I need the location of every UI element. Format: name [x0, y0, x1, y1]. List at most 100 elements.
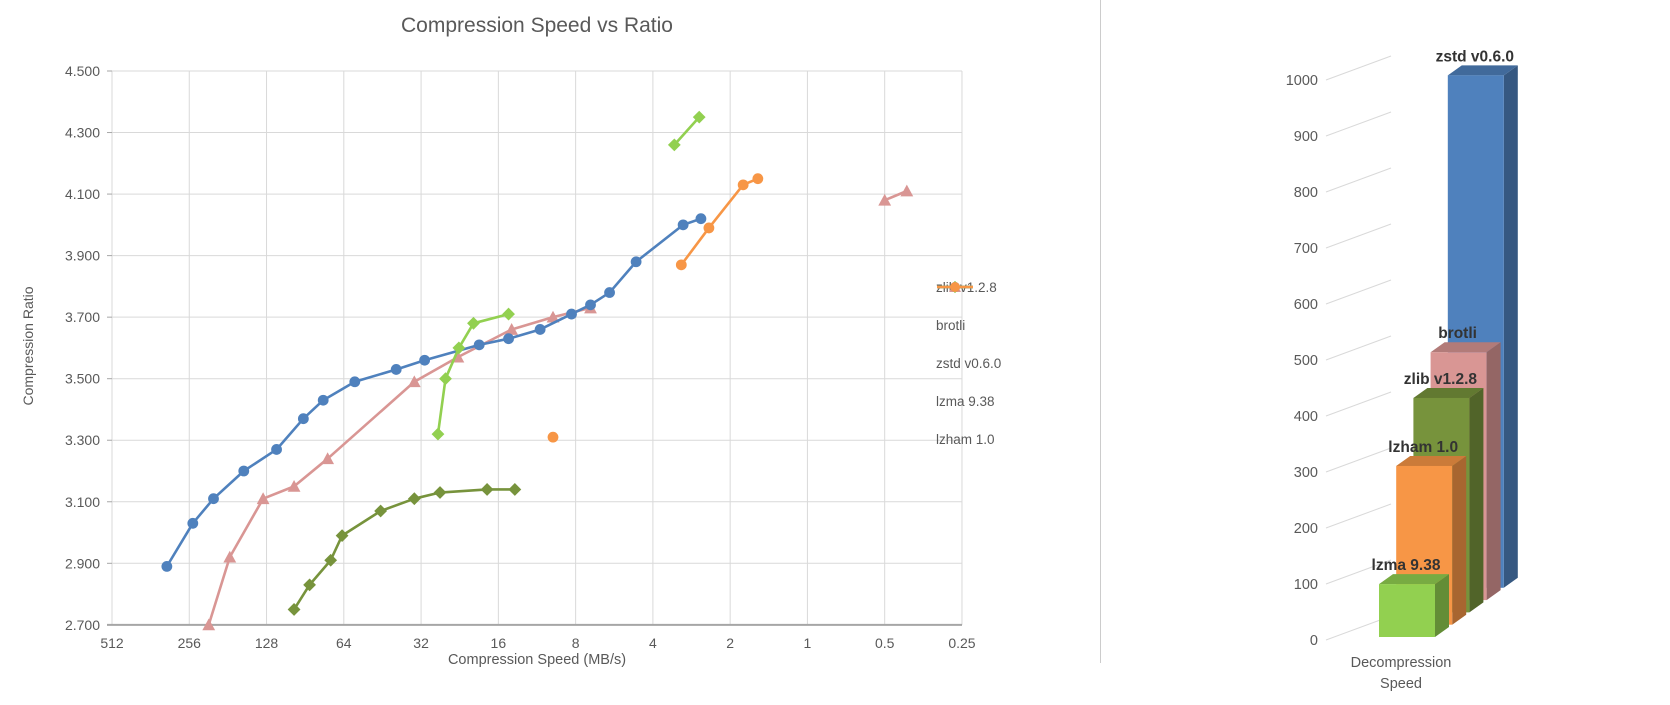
- scatter-point-zstd-v0-6-0-0-14: [585, 299, 596, 311]
- scatter-point-brotli-0-7: [505, 323, 519, 335]
- scatter-point-zstd-v0-6-0-0-0: [161, 560, 173, 572]
- bar-top-lzma-9-38: [1379, 574, 1449, 585]
- scatter-point-zstd-v0-6-0-0-2: [208, 493, 219, 505]
- scatter-point-zstd-v0-6-0-0-16: [630, 256, 642, 268]
- scatter-point-zlib-v1-2-8-0-5: [407, 492, 421, 506]
- scatter-y-tick-2: 4.100: [65, 186, 100, 202]
- scatter-y-tick-5: 3.500: [65, 371, 100, 387]
- scatter-point-lzham-1-0-1-0: [675, 259, 687, 271]
- bar-chart-category-label-line2: Speed: [1380, 676, 1422, 692]
- bar-depth-gridline-500: [1325, 335, 1392, 361]
- bar-y-tick-600: 600: [1294, 297, 1318, 313]
- scatter-point-brotli-0-1: [223, 550, 237, 563]
- bar-top-brotli: [1430, 342, 1501, 353]
- bar-depth-gridline-900: [1325, 111, 1392, 137]
- scatter-point-zstd-v0-6-0-0-11: [503, 333, 514, 345]
- scatter-point-brotli-1-0: [878, 193, 892, 206]
- scatter-line-lzham-1-0-1: [680, 177, 760, 267]
- scatter-legend: zlib v1.2.8 brotli zstd v0.6.0 lzma 9.38 lzh…: [936, 280, 1001, 447]
- scatter-point-lzma-9-38-0-4: [502, 307, 515, 321]
- legend-item-lzham-1-0: lzham 1.0: [936, 282, 1001, 447]
- scatter-y-tick-8: 2.900: [65, 555, 100, 571]
- scatter-point-zlib-v1-2-8-0-0: [287, 603, 301, 616]
- scatter-x-tick-0: 512: [100, 635, 124, 651]
- scatter-point-lzma-9-38-0-3: [467, 316, 480, 330]
- scatter-x-tick-4: 32: [413, 635, 429, 651]
- scatter-y-axis-title: Compression Ratio: [20, 286, 36, 406]
- bar-chart-category-label: Decompression Speed: [1321, 653, 1481, 695]
- scatter-x-tick-11: 0.25: [948, 635, 975, 651]
- scatter-y-tick-4: 3.700: [65, 309, 100, 325]
- scatter-point-brotli-0-5: [407, 375, 421, 388]
- scatter-point-zlib-v1-2-8-0-3: [335, 529, 349, 543]
- scatter-point-zstd-v0-6-0-0-12: [534, 324, 546, 335]
- bar-y-tick-300: 300: [1294, 465, 1318, 481]
- bar-depth-gridline-600: [1325, 279, 1392, 305]
- scatter-point-lzma-9-38-1-0: [667, 138, 681, 152]
- legend-item-lzma-9-38: lzma 9.38: [936, 281, 1001, 409]
- legend-label: zstd v0.6.0: [936, 356, 1002, 371]
- bar-depth-gridline-800: [1325, 167, 1392, 193]
- bar-side-lzma-9-38: [1435, 574, 1449, 637]
- legend-item-zstd-v0-6-0: zstd v0.6.0: [936, 282, 1002, 371]
- bar-depth-gridline-700: [1325, 223, 1392, 249]
- scatter-point-zstd-v0-6-0-0-3: [238, 465, 250, 477]
- legend-marker-circle-icon: [937, 282, 973, 292]
- scatter-x-tick-2: 128: [255, 635, 279, 651]
- scatter-point-zstd-v0-6-0-0-15: [604, 287, 615, 298]
- scatter-x-tick-8: 2: [726, 635, 734, 651]
- bar-depth-gridline-100: [1325, 559, 1392, 585]
- bar-label-lzham-1-0: lzham 1.0: [1388, 439, 1458, 456]
- bar-front-lzma-9-38: [1379, 584, 1435, 637]
- scatter-point-zlib-v1-2-8-0-6: [433, 486, 447, 499]
- legend-label: lzham 1.0: [936, 432, 995, 447]
- scatter-point-brotli-0-8: [546, 310, 560, 323]
- bar-side-zlib-v1-2-8: [1469, 387, 1484, 613]
- bar-chart-category-label-line1: Decompression: [1350, 655, 1452, 671]
- scatter-x-tick-5: 16: [491, 635, 507, 651]
- scatter-y-tick-0: 4.500: [65, 63, 100, 79]
- scatter-line-zstd-v0-6-0-0: [165, 217, 703, 568]
- scatter-point-brotli-0-2: [256, 492, 270, 505]
- scatter-point-zstd-v0-6-0-0-13: [566, 308, 577, 320]
- scatter-point-zstd-v0-6-0-0-7: [349, 376, 361, 388]
- bar-side-brotli: [1486, 342, 1501, 601]
- bar-depth-gridline-200: [1325, 503, 1392, 529]
- scatter-x-tick-3: 64: [336, 635, 352, 651]
- bar-label-zlib-v1-2-8: zlib v1.2.8: [1404, 371, 1478, 388]
- bar-label-brotli: brotli: [1438, 325, 1477, 342]
- scatter-point-zstd-v0-6-0-0-5: [297, 413, 309, 425]
- scatter-point-zlib-v1-2-8-0-7: [480, 483, 494, 496]
- chart-divider: [1100, 0, 1101, 663]
- scatter-point-brotli-0-4: [321, 452, 335, 465]
- scatter-point-lzham-1-0-1-3: [752, 173, 764, 185]
- scatter-point-lzma-9-38-0-0: [431, 427, 445, 441]
- scatter-y-tick-3: 3.900: [65, 248, 100, 264]
- scatter-point-lzham-1-0-1-1: [703, 222, 715, 234]
- scatter-chart-title: Compression Speed vs Ratio: [401, 14, 673, 37]
- bar-top-zstd-v0-6-0: [1447, 65, 1518, 76]
- scatter-y-tick-1: 4.300: [65, 125, 100, 141]
- bar-y-tick-200: 200: [1294, 521, 1318, 537]
- scatter-point-brotli-1-1: [900, 184, 914, 197]
- scatter-point-lzma-9-38-0-1: [439, 372, 452, 386]
- scatter-line-zlib-v1-2-8-0: [292, 488, 517, 611]
- scatter-x-tick-1: 256: [178, 635, 202, 651]
- scatter-line-brotli-0: [207, 306, 592, 627]
- bar-side-zstd-v0-6-0: [1503, 65, 1518, 588]
- bar-y-tick-700: 700: [1294, 241, 1318, 257]
- bar-y-tick-800: 800: [1294, 185, 1318, 201]
- scatter-point-zstd-v0-6-0-0-9: [419, 354, 431, 366]
- bar-label-lzma-9-38: lzma 9.38: [1372, 557, 1441, 574]
- bar-y-tick-100: 100: [1294, 577, 1318, 593]
- bar-depth-gridline-400: [1325, 391, 1392, 417]
- scatter-point-zstd-v0-6-0-0-4: [271, 444, 282, 455]
- scatter-point-zstd-v0-6-0-0-18: [695, 213, 707, 225]
- legend-label: lzma 9.38: [936, 394, 995, 409]
- scatter-x-tick-6: 8: [572, 635, 580, 651]
- scatter-point-lzham-1-0-0-0: [547, 431, 559, 443]
- bar-y-tick-400: 400: [1294, 409, 1318, 425]
- scatter-line-lzma-9-38-1: [673, 115, 701, 147]
- bar-y-tick-0: 0: [1310, 633, 1318, 649]
